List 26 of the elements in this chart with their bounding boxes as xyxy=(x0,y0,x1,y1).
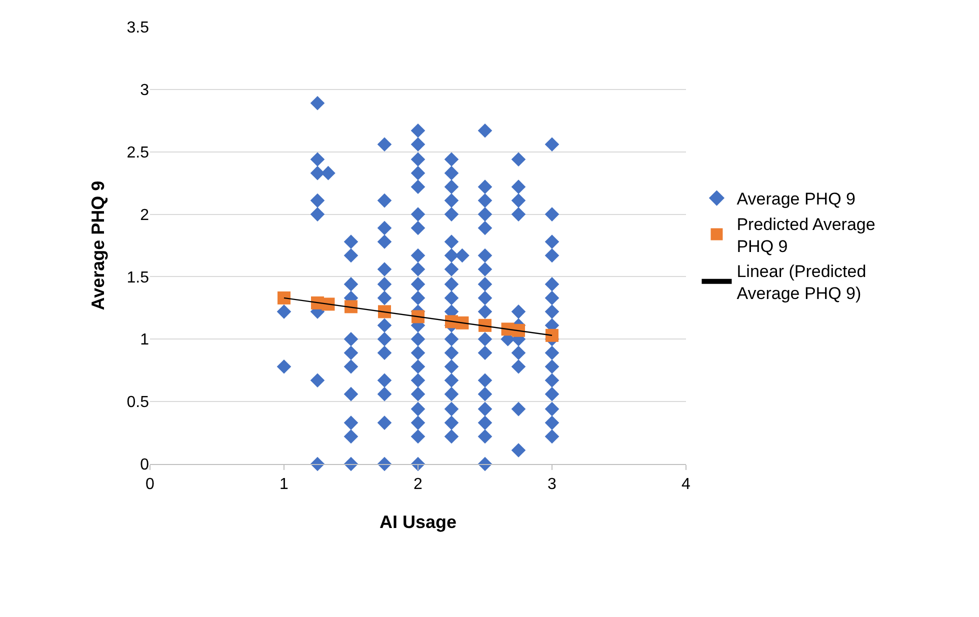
x-tick-label: 4 xyxy=(682,476,691,494)
y-tick-label: 1 xyxy=(140,332,150,349)
x-axis-title: AI Usage xyxy=(379,512,457,532)
point xyxy=(478,318,492,332)
point xyxy=(412,310,424,324)
point xyxy=(456,316,469,330)
y-tick-label: 2.5 xyxy=(126,144,150,162)
y-tick-label: 0.5 xyxy=(126,394,150,412)
y-tick-label: 3.5 xyxy=(126,20,150,37)
y-axis-title: Average PHQ 9 xyxy=(88,180,108,310)
point xyxy=(378,305,391,318)
x-tick-label: 1 xyxy=(280,476,289,494)
point xyxy=(322,298,335,311)
x-tick-label: 3 xyxy=(548,476,557,494)
point xyxy=(344,300,358,314)
y-tick-label: 1.5 xyxy=(126,269,150,286)
y-tick-label: 0 xyxy=(140,456,150,474)
legend-label: Linear (Predicted Average PHQ 9) xyxy=(736,262,866,304)
x-tick-label: 2 xyxy=(414,476,423,494)
point xyxy=(278,291,290,304)
point xyxy=(512,324,525,337)
point xyxy=(546,328,558,342)
y-tick-label: 3 xyxy=(140,82,150,100)
y-tick-label: 2 xyxy=(140,206,150,224)
legend-label: Predicted Average PHQ 9 xyxy=(736,214,876,256)
legend-label: Average PHQ 9 xyxy=(736,190,856,209)
